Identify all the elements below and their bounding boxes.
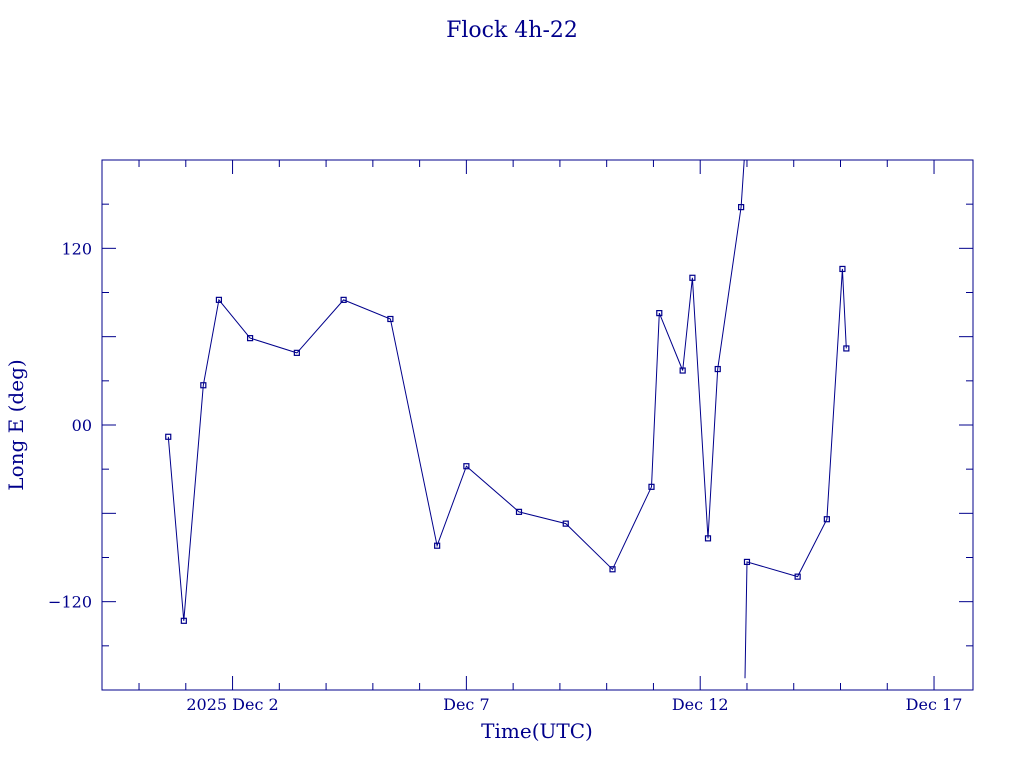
data-point (609, 566, 616, 573)
data-point (165, 433, 172, 440)
x-tick-label: Dec 17 (906, 695, 963, 714)
data-point (823, 516, 830, 523)
series-layer (165, 160, 850, 679)
data-point (743, 558, 751, 566)
y-tick-label: 120 (61, 239, 92, 258)
y-axis: 120 00 −120 (48, 203, 973, 647)
data-point (738, 204, 745, 211)
data-point (180, 617, 187, 624)
x-tick-label: 2025 Dec 2 (186, 695, 278, 714)
y-tick-label: 00 (72, 416, 92, 435)
data-point (246, 335, 254, 342)
plot-frame (101, 159, 974, 691)
series-line (744, 268, 847, 679)
y-axis-label: Long E (deg) (4, 359, 28, 490)
data-point (215, 296, 223, 303)
data-point (562, 520, 569, 527)
data-point (200, 382, 207, 389)
data-point (714, 365, 721, 373)
chart-title: Flock 4h-22 (446, 18, 578, 43)
y-tick-label: −120 (48, 593, 92, 612)
data-point (704, 535, 712, 542)
x-axis: 2025 Dec 2 Dec 7 Dec 12 Dec 17 (138, 160, 963, 714)
data-point (340, 296, 347, 303)
data-point (839, 265, 846, 273)
data-point (648, 483, 655, 490)
data-point (794, 573, 801, 580)
data-point (843, 345, 850, 352)
x-axis-label: Time(UTC) (481, 719, 593, 743)
data-point (656, 310, 663, 317)
x-tick-label: Dec 12 (672, 695, 729, 714)
data-point (463, 463, 470, 470)
data-point (293, 349, 300, 356)
x-tick-label: Dec 7 (443, 695, 490, 714)
data-point (434, 542, 441, 549)
data-point (689, 274, 696, 281)
data-point (679, 367, 686, 374)
data-point (515, 508, 523, 515)
data-point (387, 315, 394, 323)
series-line (167, 160, 745, 621)
